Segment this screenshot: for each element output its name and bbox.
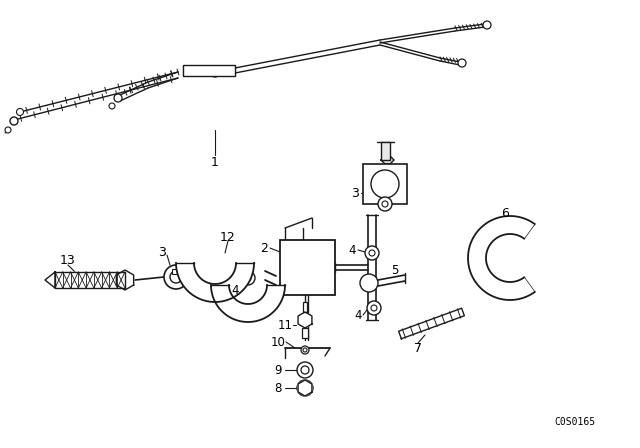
Text: 4: 4 <box>355 309 362 322</box>
Circle shape <box>371 305 377 311</box>
Circle shape <box>378 197 392 211</box>
Circle shape <box>109 103 115 109</box>
Polygon shape <box>298 380 312 396</box>
Bar <box>381 142 390 160</box>
Text: 13: 13 <box>60 254 76 267</box>
Circle shape <box>297 380 313 396</box>
Circle shape <box>241 271 255 285</box>
Circle shape <box>301 346 309 354</box>
Polygon shape <box>116 270 134 290</box>
Text: 3: 3 <box>351 186 359 199</box>
Text: 2: 2 <box>260 241 268 254</box>
Text: 12: 12 <box>220 231 236 244</box>
Text: 5: 5 <box>391 263 399 276</box>
Text: C0S0165: C0S0165 <box>554 417 596 427</box>
Circle shape <box>170 271 182 283</box>
Circle shape <box>17 108 24 116</box>
Circle shape <box>210 67 220 77</box>
Bar <box>183 65 235 76</box>
Circle shape <box>297 362 313 378</box>
Circle shape <box>114 94 122 102</box>
Circle shape <box>5 127 11 133</box>
Text: 3: 3 <box>158 246 166 258</box>
Polygon shape <box>381 156 394 164</box>
Circle shape <box>303 348 307 352</box>
Text: 4: 4 <box>348 244 356 257</box>
Circle shape <box>369 250 375 256</box>
Text: 9: 9 <box>275 363 282 376</box>
Polygon shape <box>211 285 285 322</box>
Circle shape <box>365 246 379 260</box>
Bar <box>302 328 308 338</box>
Bar <box>280 240 335 295</box>
Text: 1: 1 <box>211 155 219 168</box>
Text: 6: 6 <box>501 207 509 220</box>
Circle shape <box>245 275 251 281</box>
Text: 11: 11 <box>278 319 292 332</box>
Bar <box>172 269 180 274</box>
Text: 8: 8 <box>275 382 282 395</box>
Polygon shape <box>55 272 125 288</box>
Circle shape <box>301 366 309 374</box>
Text: 10: 10 <box>271 336 285 349</box>
Circle shape <box>212 69 218 74</box>
Text: 7: 7 <box>414 341 422 354</box>
Polygon shape <box>45 272 55 288</box>
Circle shape <box>371 170 399 198</box>
Polygon shape <box>399 308 465 339</box>
Text: 4: 4 <box>231 284 239 297</box>
Circle shape <box>164 265 188 289</box>
Polygon shape <box>468 216 534 300</box>
Circle shape <box>10 117 18 125</box>
Circle shape <box>367 301 381 315</box>
Polygon shape <box>176 263 254 302</box>
Circle shape <box>382 201 388 207</box>
Bar <box>303 302 307 312</box>
Bar <box>363 164 407 204</box>
Circle shape <box>458 59 466 67</box>
Circle shape <box>483 21 491 29</box>
Circle shape <box>360 274 378 292</box>
Polygon shape <box>298 312 312 328</box>
